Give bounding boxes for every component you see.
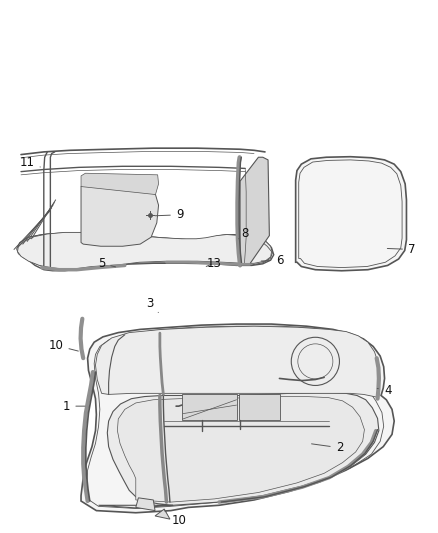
PathPatch shape — [182, 394, 237, 420]
Text: 13: 13 — [206, 257, 221, 270]
Text: 3: 3 — [146, 297, 159, 312]
Text: 7: 7 — [387, 243, 416, 256]
PathPatch shape — [239, 394, 280, 420]
PathPatch shape — [81, 324, 394, 513]
PathPatch shape — [95, 326, 380, 397]
Text: 4: 4 — [377, 384, 392, 397]
Text: 10: 10 — [164, 511, 186, 527]
Text: 8: 8 — [239, 227, 249, 240]
PathPatch shape — [136, 498, 155, 511]
Text: 1: 1 — [63, 400, 85, 413]
PathPatch shape — [18, 232, 272, 269]
PathPatch shape — [240, 157, 269, 265]
Text: 10: 10 — [49, 339, 78, 352]
Text: 5: 5 — [98, 257, 116, 270]
Text: 9: 9 — [155, 208, 184, 221]
PathPatch shape — [81, 173, 159, 195]
PathPatch shape — [17, 233, 272, 270]
PathPatch shape — [99, 393, 379, 508]
PathPatch shape — [18, 233, 274, 271]
Text: 2: 2 — [311, 441, 343, 454]
PathPatch shape — [117, 397, 364, 502]
PathPatch shape — [155, 509, 170, 519]
Text: 11: 11 — [20, 156, 40, 169]
PathPatch shape — [296, 157, 406, 271]
PathPatch shape — [81, 182, 159, 246]
Text: 6: 6 — [261, 254, 283, 266]
